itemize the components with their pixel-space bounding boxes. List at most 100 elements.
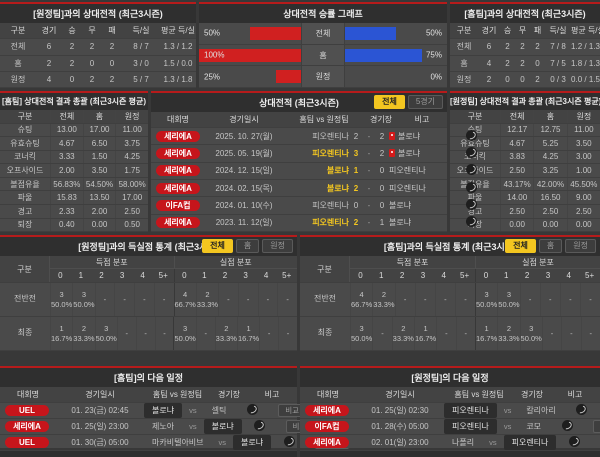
stat-row: 유효슈팅 4.67 5.25 3.50 [450, 137, 600, 151]
col-header: 홈팀 vs 원정팀 [152, 390, 203, 399]
col-header: 4 [441, 271, 446, 280]
away-team-name: 칼리아리 [526, 406, 556, 415]
score-group-header: 득점 분포 [50, 256, 174, 269]
cell: 3 50.0% [519, 317, 542, 350]
stadium-globe-icon[interactable] [465, 129, 477, 141]
away-score: 2 [379, 148, 385, 158]
row-label: 슈팅 [467, 125, 483, 135]
cell: 1.75 [115, 164, 148, 177]
league-badge: 세리에A [156, 147, 200, 159]
col-header: 원정 [566, 110, 600, 123]
stadium-globe-icon[interactable] [246, 404, 258, 415]
col-header: 대회명 [16, 390, 40, 399]
cell: 4.25 [115, 150, 148, 164]
graph-row-label: 전체 [301, 23, 345, 44]
cell: 2 [535, 74, 540, 84]
stat-row: 슈팅 12.17 12.75 11.00 [450, 123, 600, 138]
cell: - [94, 283, 115, 316]
h2h-matches-panel: 상대전적 (최근3시즌) 전체 5경기 대회명 경기일시 홈팀 vs 원정팀 경… [151, 91, 530, 232]
cell: 2.50 [533, 204, 566, 218]
stadium-globe-icon[interactable] [576, 404, 588, 415]
stat-row: 코너킥 3.33 1.50 4.25 [0, 150, 148, 165]
compare-button[interactable]: 비교 > [592, 420, 600, 433]
winrate-row-home: 100% 홈 75% [199, 44, 447, 67]
row-label: 퇴장 [17, 220, 33, 230]
stadium-globe-icon[interactable] [465, 198, 477, 210]
cell: - [539, 283, 560, 316]
home-team-stats-panel: [홈팀] 상대전적 결과 총괄 (최근3시즌 평균) 구분 전체 홈 원정 슈팅… [0, 91, 148, 233]
cell: 4 66.7% [350, 283, 372, 316]
cell: 0 [505, 74, 510, 84]
stadium-globe-icon[interactable] [465, 164, 477, 176]
panel-title: [원정팀]과의 상대전적 (최근3시즌) [0, 4, 196, 23]
record-row-total: 전체 6 2 2 2 8 / 7 1.3 / 1.2 [0, 39, 196, 56]
panel-title: [원정팀] 상대전적 결과 총괄 (최근3시즌 평균) [450, 93, 600, 110]
col-header: 1 [504, 271, 509, 280]
schedule-match-row: UEL 01. 23(금) 02:45 볼로냐 vs 셀틱 비교 > [0, 403, 313, 419]
cell: 3 50.0% [72, 283, 95, 316]
vs-label: vs [218, 438, 227, 447]
stadium-globe-icon[interactable] [465, 181, 477, 193]
cell: 2 33.3% [214, 317, 237, 350]
cell: 0.00 [82, 218, 116, 232]
row-label: 전체 [10, 42, 26, 52]
tab-all[interactable]: 전체 [505, 239, 536, 253]
col-header: 5+ [460, 271, 470, 280]
row-label: 전반전 [13, 294, 37, 304]
panel-title: [홈팀]과의 상대전적 (최근3시즌) [450, 4, 600, 23]
tab-all[interactable]: 전체 [374, 95, 405, 109]
cell: 1 16.7% [413, 317, 436, 350]
col-header: 3 [420, 271, 426, 280]
h2h-match-row: 이FA컵 2024. 01. 10(수) 피오렌티나 0 - 0 볼로냐 결과 … [151, 197, 530, 215]
cell: 1.5 / 0.0 [163, 58, 193, 68]
tab-away[interactable]: 원정 [262, 239, 293, 253]
record-table-header: 구분 경기 승 무 패 득/실 평균 득/실 [450, 23, 600, 40]
stat-row: 파울 14.00 16.50 9.00 [450, 191, 600, 205]
cell: 11.00 [566, 123, 600, 137]
schedule-match-row: 세리에A 01. 25(일) 02:30 피오렌티나 vs 칼리아리 비교 > [300, 403, 600, 419]
cell: - [134, 283, 154, 316]
stadium-globe-icon[interactable] [465, 146, 477, 158]
row-label: 유효슈팅 [10, 138, 40, 148]
cell: 2 [535, 42, 540, 52]
stadium-globe-icon[interactable] [465, 216, 477, 228]
panel-title: [원정팀]과의 득실점 통계 (최근3시즌) 전체 홈 원정 [0, 237, 297, 256]
record-row-total: 전체 6 2 2 2 7 / 8 1.2 / 1.3 [450, 39, 600, 56]
home-score: 2 [353, 183, 359, 193]
stadium-globe-icon[interactable] [561, 420, 573, 431]
stadium-globe-icon[interactable] [254, 420, 266, 431]
cell: 2 [69, 42, 75, 52]
tab-recent5[interactable]: 5경기 [407, 95, 443, 109]
cell: 0.50 [115, 218, 148, 232]
winrate-row-total: 50% 전체 50% [199, 23, 447, 45]
tab-away[interactable]: 원정 [565, 239, 596, 253]
tab-home[interactable]: 홈 [235, 239, 260, 253]
right-winrate-value: 50% [425, 28, 442, 38]
cell: 3 50.0% [173, 317, 196, 350]
cell: 56.83% [50, 177, 83, 191]
cell: 1.3 / 1.2 [163, 42, 193, 52]
cell: 2 [486, 74, 492, 84]
cell: 1 16.7% [474, 317, 497, 350]
tab-home[interactable]: 홈 [538, 239, 563, 253]
panel-title-text: 상대전적 (최근3시즌) [259, 98, 339, 108]
col-header: 전체 [500, 110, 533, 123]
stadium-globe-icon[interactable] [283, 436, 295, 447]
row-label: 코너킥 [13, 152, 37, 162]
red-card-icon [389, 149, 395, 158]
home-score: 2 [353, 218, 359, 228]
left-winrate-bar [275, 70, 301, 84]
record-row-home: 홈 4 2 2 0 7 / 5 1.8 / 1.3 [450, 56, 600, 72]
h2h-table-header: 대회명 경기일시 홈팀 vs 원정팀 경기장 비고 [151, 112, 447, 128]
cell: 2 [505, 58, 510, 68]
col-header: 4 [263, 271, 269, 280]
tab-all[interactable]: 전체 [202, 239, 233, 253]
home-team-name: 마카비텔아비브 [152, 438, 204, 447]
home-team-name: 나폴리 [452, 438, 475, 447]
cell: 0 [535, 58, 540, 68]
home-score: 1 [353, 166, 359, 176]
cell: 2.50 [115, 204, 148, 218]
col-header: 홈 [533, 110, 566, 123]
league-badge: 세리에A [156, 130, 200, 142]
stadium-globe-icon[interactable] [568, 436, 580, 447]
